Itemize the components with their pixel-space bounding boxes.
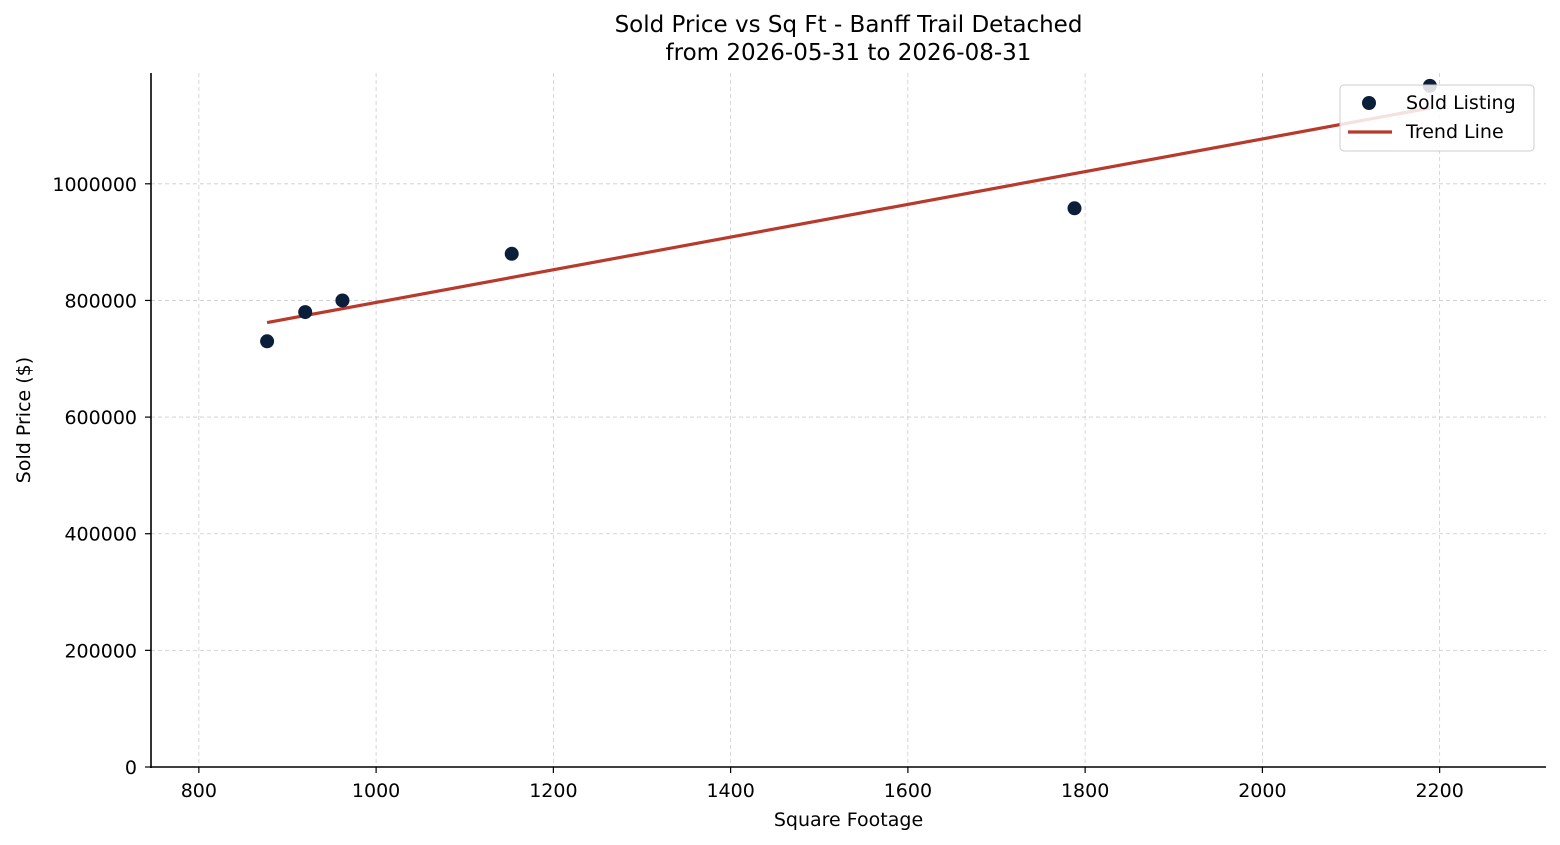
x-tick-label: 1800 [1061, 780, 1109, 802]
chart-title: Sold Price vs Sq Ft - Banff Trail Detach… [614, 12, 1083, 38]
legend: Sold Listing Trend Line [1339, 84, 1535, 152]
legend-box [1339, 84, 1535, 152]
x-axis-label: Square Footage [774, 809, 923, 831]
y-tick-label: 1000000 [52, 174, 137, 196]
sold-listing-point [298, 305, 313, 320]
sold-listing-point [504, 246, 519, 261]
x-tick-label: 1400 [706, 780, 754, 802]
y-tick-label: 800000 [64, 290, 137, 312]
legend-label-trend-line: Trend Line [1405, 121, 1504, 143]
x-tick-label: 800 [181, 780, 217, 802]
sold-listing-point [335, 293, 350, 308]
legend-marker-sold-listing [1362, 96, 1376, 110]
y-tick-label: 0 [125, 757, 137, 779]
chart-subtitle: from 2026-05-31 to 2026-08-31 [665, 40, 1032, 66]
x-tick-label: 1000 [352, 780, 400, 802]
sold-listing-point [1067, 201, 1082, 216]
x-tick-label: 2200 [1415, 780, 1463, 802]
sold-listing-point [260, 334, 275, 349]
y-ticks: 0 200000 400000 600000 800000 1000000 [52, 174, 151, 779]
legend-label-sold-listing: Sold Listing [1406, 92, 1516, 114]
axes [150, 73, 1546, 768]
grid [151, 73, 1546, 767]
x-tick-label: 1200 [529, 780, 577, 802]
trend-line [266, 106, 1431, 325]
y-tick-label: 400000 [64, 524, 137, 546]
x-tick-label: 2000 [1238, 780, 1286, 802]
y-tick-label: 600000 [64, 407, 137, 429]
x-tick-label: 1600 [884, 780, 932, 802]
x-ticks: 800 1000 1200 1400 1600 1800 2000 2200 [181, 767, 1464, 802]
series [260, 78, 1437, 349]
y-tick-label: 200000 [64, 640, 137, 662]
y-axis-label: Sold Price ($) [13, 357, 35, 483]
